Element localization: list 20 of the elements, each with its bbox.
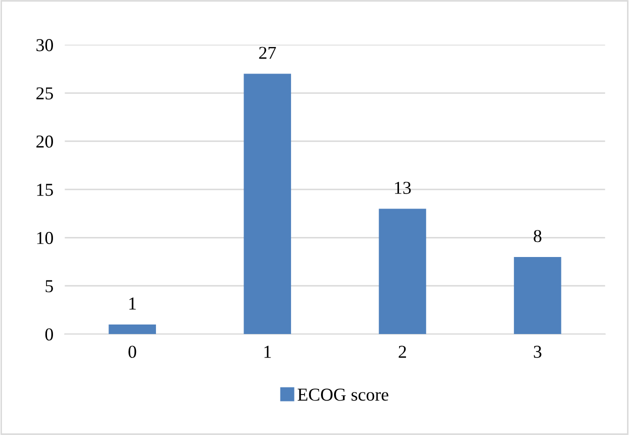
x-tick-label: 3	[534, 346, 542, 358]
y-tick-label: 0	[45, 328, 53, 341]
y-tick-label: 10	[37, 232, 53, 244]
data-label: 27	[259, 46, 276, 59]
legend-label: ECOG score	[298, 388, 388, 401]
y-tick-label: 5	[46, 280, 53, 292]
y-tick-label: 25	[36, 87, 53, 100]
data-label: 1	[129, 298, 136, 310]
y-tick-label: 30	[36, 39, 53, 52]
bar	[514, 256, 562, 334]
x-tick-label: 2	[398, 346, 406, 358]
bar	[244, 74, 292, 334]
y-tick-label: 20	[36, 135, 53, 148]
bar	[378, 208, 426, 334]
y-tick-label: 15	[37, 184, 53, 196]
x-tick-label: 1	[264, 346, 271, 358]
bar	[108, 324, 156, 334]
data-label: 13	[395, 182, 411, 194]
data-label: 8	[534, 230, 542, 242]
x-tick-label: 0	[128, 346, 136, 358]
